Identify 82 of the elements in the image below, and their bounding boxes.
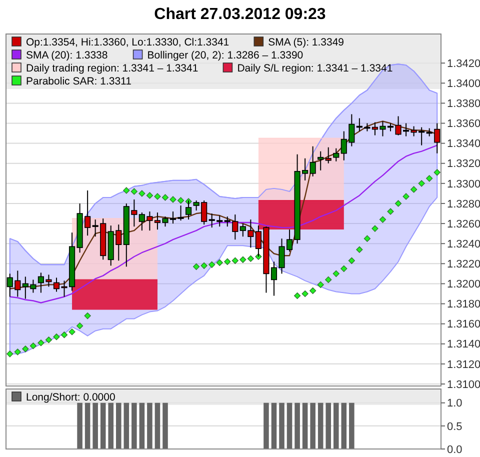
candlestick: [186, 200, 192, 220]
point: [162, 194, 169, 201]
y-tick-label: 1.3140: [447, 338, 480, 351]
point: [247, 255, 254, 262]
point: [394, 200, 402, 207]
candlestick: [333, 148, 340, 162]
point: [138, 190, 146, 197]
legend-label: Parabolic SAR: 1.3311: [26, 76, 132, 88]
candlestick: [318, 150, 324, 171]
y-tick-label: 0.5: [447, 420, 462, 433]
point: [240, 256, 246, 263]
y-tick-label: 1.3300: [447, 178, 480, 190]
y-tick-label: 1.0: [447, 398, 462, 410]
candlestick: [325, 146, 332, 164]
point: [200, 262, 208, 269]
point: [332, 270, 340, 277]
point: [68, 328, 76, 336]
y-tick-label: 1.3420: [447, 58, 480, 70]
point: [340, 265, 348, 272]
point: [364, 235, 371, 242]
y-tick-label: 1.3220: [447, 258, 480, 270]
point: [325, 276, 332, 283]
legend-label: Daily S/L region: 1.3341 – 1.3341: [237, 62, 393, 74]
point: [30, 342, 36, 350]
legend-label: Bollinger (20, 2): 1.3286 – 1.3390: [147, 50, 304, 62]
line-series: [9, 64, 438, 266]
y-tick-label: 1.3260: [447, 218, 480, 230]
point: [208, 261, 216, 268]
y-tick-label: 1.3180: [447, 298, 480, 311]
y-tick-label: 1.3100: [447, 378, 480, 391]
point: [317, 281, 324, 288]
point: [76, 322, 84, 330]
point: [84, 312, 91, 320]
point: [130, 188, 138, 195]
line-series: [9, 144, 438, 304]
point: [60, 332, 68, 338]
y-tick-label: 1.3320: [447, 158, 480, 170]
point: [193, 263, 200, 270]
point: [310, 287, 316, 294]
point: [302, 290, 308, 298]
point: [294, 292, 301, 300]
point: [224, 258, 231, 265]
point: [22, 346, 29, 352]
point: [434, 169, 440, 176]
point: [418, 180, 425, 187]
point: [372, 225, 378, 232]
legend-label: SMA (5): 1.3349: [268, 36, 344, 48]
point: [402, 193, 410, 200]
chart-title: Chart 27.03.2012 09:23: [154, 6, 326, 23]
point: [410, 186, 418, 193]
y-tick-label: 1.3280: [447, 198, 480, 210]
y-tick-label: 1.3240: [447, 238, 480, 250]
point: [45, 336, 52, 344]
y-tick-label: 1.3380: [447, 98, 480, 110]
y-tick-label: 1.3200: [447, 278, 480, 291]
point: [53, 334, 60, 340]
point: [348, 257, 355, 264]
point: [426, 175, 433, 182]
y-tick-label: 0.0: [447, 444, 462, 456]
legend-label: Long/Short: 0.0000: [26, 392, 116, 404]
y-tick-label: 1.3340: [447, 138, 480, 150]
y-tick-label: 1.3120: [447, 358, 480, 371]
point: [14, 348, 21, 356]
y-tick-label: 1.3360: [447, 118, 480, 130]
point: [356, 246, 363, 253]
legend-label: Daily trading region: 1.3341 – 1.3341: [26, 62, 198, 74]
point: [123, 187, 130, 194]
point: [6, 350, 14, 358]
y-tick-label: 1.3160: [447, 318, 480, 331]
y-tick-label: 1.3400: [447, 78, 480, 90]
point: [232, 257, 238, 264]
point: [154, 193, 161, 200]
point: [216, 259, 223, 266]
candlestick: [310, 146, 316, 177]
legend-label: SMA (20): 1.3338: [26, 50, 108, 62]
point: [38, 340, 44, 346]
point: [379, 216, 386, 223]
point: [177, 197, 184, 204]
point: [387, 208, 394, 215]
point: [170, 196, 176, 203]
legend-label: Op:1.3354, Hi:1.3360, Lo:1.3330, Cl:1.3341: [26, 36, 230, 48]
point: [146, 192, 154, 199]
